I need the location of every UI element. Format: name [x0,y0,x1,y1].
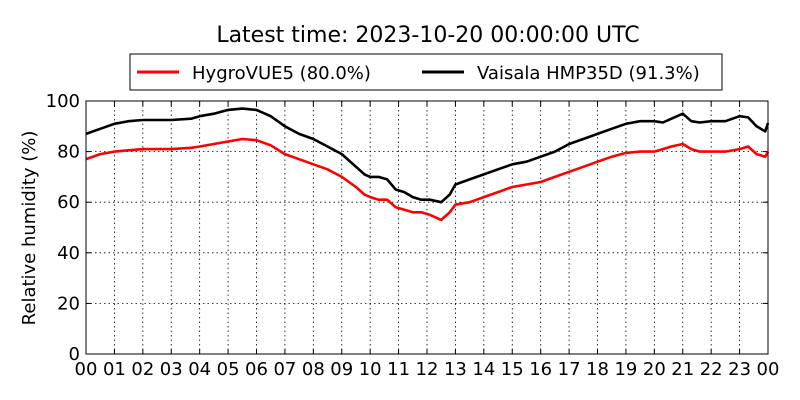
y-tick-label: 40 [57,243,80,264]
x-tick-label: 13 [444,359,467,380]
x-tick-label: 18 [586,359,609,380]
x-tick-label: 19 [614,359,637,380]
grid [86,101,768,354]
x-tick-label: 02 [131,359,154,380]
x-tick-label: 00 [757,359,780,380]
series-layer [85,107,770,222]
y-tick-label: 20 [57,293,80,314]
legend-label-hygrovue5: HygroVUE5 (80.0%) [192,63,371,84]
x-tick-label: 12 [416,359,439,380]
x-tick-label: 05 [217,359,240,380]
plot-frame [85,100,769,355]
ticks [85,100,769,355]
x-tick-label: 17 [558,359,581,380]
x-tick-label: 23 [728,359,751,380]
x-tick-label: 00 [75,359,98,380]
x-tick-label: 06 [245,359,268,380]
x-tick-label: 20 [643,359,666,380]
x-tick-label: 11 [387,359,410,380]
x-tick-label: 09 [330,359,353,380]
tick-labels: 00 01 02 03 04 05 06 07 08 09 10 11 12 13 14 15 16 17 18 19… [46,91,780,380]
x-tick-label: 10 [359,359,382,380]
legend-label-vaisala: Vaisala HMP35D (91.3%) [477,63,700,84]
series-line-hygrovue5 [85,137,770,222]
legend: HygroVUE5 (80.0%) Vaisala HMP35D (91.3%) [129,53,723,91]
x-tick-label: 08 [302,359,325,380]
x-tick-label: 04 [188,359,211,380]
x-tick-label: 03 [160,359,183,380]
x-tick-label: 21 [671,359,694,380]
x-tick-label: 15 [501,359,524,380]
x-tick-label: 22 [700,359,723,380]
x-tick-label: 01 [103,359,126,380]
x-tick-label: 14 [472,359,495,380]
y-axis-label: Relative humidity (%) [19,131,40,326]
y-tick-label: 0 [69,344,80,365]
y-tick-label: 100 [46,91,80,112]
y-tick-label: 80 [57,142,80,163]
series-line-vaisala [85,107,770,204]
x-tick-label: 16 [529,359,552,380]
x-tick-label: 07 [273,359,296,380]
y-tick-label: 60 [57,192,80,213]
chart-title: Latest time: 2023-10-20 00:00:00 UTC [216,23,639,48]
